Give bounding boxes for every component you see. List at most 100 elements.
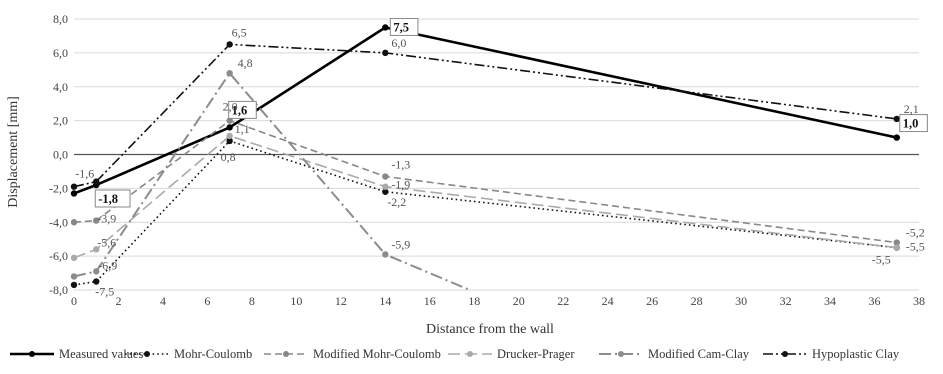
data-label-box: [94, 189, 131, 208]
x-tick-label: 20: [513, 294, 525, 308]
data-point: [382, 173, 389, 180]
data-label: 1,1: [235, 122, 250, 136]
data-label: -5,5: [906, 240, 925, 254]
x-tick-label: 4: [160, 294, 166, 308]
series-mohr-coulomb: [70, 137, 900, 289]
data-label: -5,9: [391, 237, 410, 251]
data-label: 2,1: [904, 102, 919, 116]
data-point: [382, 24, 389, 31]
data-point: [893, 134, 900, 141]
data-label: 7,5: [393, 20, 409, 34]
data-label: -2,2: [387, 195, 406, 209]
data-point: [93, 217, 100, 224]
x-tick-label: 22: [557, 294, 569, 308]
y-tick-label: -8,0: [49, 283, 68, 297]
legend-label: Modified Mohr-Coulomb: [313, 347, 441, 361]
data-label: 6,0: [391, 36, 406, 50]
data-label: -6,9: [98, 258, 117, 272]
data-label: 6,5: [232, 25, 247, 39]
data-point: [382, 188, 389, 195]
x-tick-label: 12: [335, 294, 347, 308]
x-tick-label: 26: [646, 294, 658, 308]
y-tick-label: -6,0: [49, 249, 68, 263]
data-point: [226, 117, 233, 124]
series-drucker-prager: [70, 132, 900, 262]
legend-marker: [144, 351, 150, 357]
data-label: -5,5: [872, 253, 891, 267]
data-point: [70, 281, 78, 289]
legend-item: Drucker-Prager: [448, 347, 575, 361]
legend-marker: [283, 351, 289, 357]
data-point: [226, 70, 233, 77]
data-label: -5,6: [97, 235, 116, 249]
series-modified-cam-clay: [70, 70, 471, 291]
data-point: [893, 115, 900, 123]
x-tick-label: 18: [468, 294, 480, 308]
y-tick-label: -4,0: [49, 215, 68, 229]
axes-layer: 8,06,04,02,00,0-2,0-4,0-6,0-8,00 2 4 6 8 10 12…: [49, 12, 925, 308]
data-label: -1,3: [391, 158, 410, 172]
series-line: [73, 72, 471, 291]
data-label: -1,6: [75, 167, 94, 181]
data-point: [70, 254, 78, 262]
data-point: [226, 137, 233, 145]
legend: Measured values Mohr-Coulomb Modified Mohr…: [10, 347, 900, 361]
data-label: 0,8: [221, 150, 236, 164]
x-tick-label: 38: [913, 294, 925, 308]
legend-marker: [29, 351, 35, 357]
data-point: [382, 49, 389, 57]
x-tick-label: 0: [71, 294, 77, 308]
data-point: [93, 268, 100, 275]
data-label-box: [389, 17, 419, 36]
legend-label: Measured values: [59, 347, 143, 361]
data-point: [382, 183, 389, 190]
y-tick-label: 0,0: [53, 148, 68, 162]
legend-label: Drucker-Prager: [497, 347, 575, 361]
legend-item: Hypoplastic Clay: [763, 347, 900, 361]
data-point: [70, 273, 78, 280]
data-point: [226, 132, 233, 140]
data-label: 1,0: [903, 117, 919, 131]
data-labels-layer: -1,8 1,6 7,5 1,0 -7,5 0,8 -2,2 -5,5 -3,9 2,0 -1,3 -…: [75, 17, 928, 299]
data-point: [93, 178, 100, 185]
data-point: [226, 124, 233, 131]
x-tick-label: 30: [735, 294, 747, 308]
legend-item: Modified Mohr-Coulomb: [264, 347, 441, 361]
series-line: [73, 26, 898, 195]
data-label: 4,8: [238, 56, 253, 70]
data-label-box: [899, 114, 928, 133]
x-tick-label: 2: [115, 294, 121, 308]
data-point: [70, 219, 78, 226]
x-tick-label: 36: [869, 294, 881, 308]
x-tick-label: 28: [691, 294, 703, 308]
data-point: [893, 244, 900, 251]
data-label-box: [228, 100, 257, 119]
x-tick-label: 24: [602, 294, 614, 308]
data-point: [70, 190, 78, 197]
grid-layer: [74, 18, 919, 291]
data-point: [70, 183, 78, 190]
x-tick-label: 34: [824, 294, 836, 308]
legend-label: Hypoplastic Clay: [812, 347, 900, 361]
y-tick-label: 4,0: [53, 80, 68, 94]
y-tick-label: 6,0: [53, 46, 68, 60]
data-label: 2,0: [223, 100, 238, 114]
data-point: [93, 278, 100, 285]
series-line: [73, 119, 897, 244]
y-tick-label: -2,0: [49, 181, 68, 195]
legend-marker: [618, 351, 624, 357]
data-point: [93, 246, 100, 253]
x-tick-label: 6: [204, 294, 210, 308]
data-label: -7,5: [95, 285, 114, 299]
y-axis-title: Displacement [mm]: [6, 96, 21, 208]
legend-marker: [467, 351, 473, 357]
series-modified-mohr-coulomb: [70, 117, 900, 246]
y-tick-label: 2,0: [53, 114, 68, 128]
x-tick-label: 14: [379, 294, 391, 308]
x-tick-label: 32: [780, 294, 792, 308]
data-point: [382, 251, 389, 258]
data-point: [226, 41, 233, 48]
data-label: -1,8: [98, 192, 118, 206]
